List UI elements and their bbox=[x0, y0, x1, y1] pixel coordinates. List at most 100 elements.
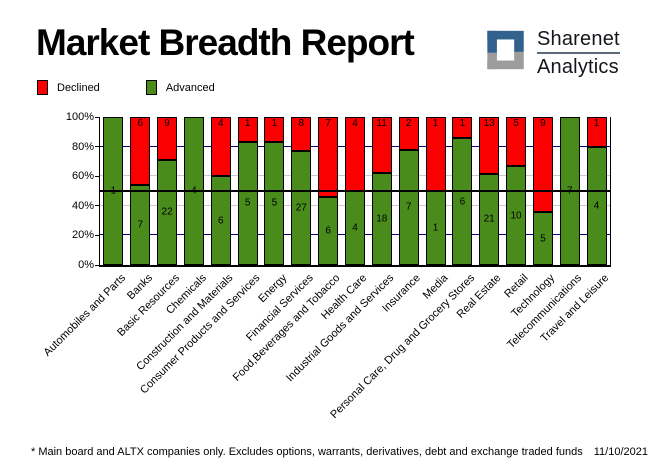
y-tick-label: 60% bbox=[71, 170, 94, 183]
advanced-value-label: 6 bbox=[325, 225, 331, 237]
advanced-legend-label: Advanced bbox=[165, 81, 215, 94]
bar-15: 13 21 bbox=[479, 117, 500, 265]
logo-text: Sharenet Analytics bbox=[537, 27, 620, 79]
plot-area: 1679224461515827764411182711161321510957… bbox=[95, 116, 611, 267]
advanced-value-label: 21 bbox=[483, 213, 495, 225]
declined-legend-label: Declined bbox=[57, 81, 100, 94]
y-tick-label: 80% bbox=[71, 140, 94, 153]
declined-value-label: 1 bbox=[432, 118, 439, 129]
declined-value-label: 9 bbox=[164, 118, 170, 129]
advanced-value-label: 5 bbox=[540, 233, 546, 245]
declined-value-label: 11 bbox=[376, 118, 387, 129]
y-tick-mark bbox=[95, 205, 99, 207]
bar-advanced-segment bbox=[586, 146, 607, 265]
x-axis-labels: Automobiles and Parts Banks Basic Resource… bbox=[41, 266, 611, 441]
bar-11: 11 18 bbox=[371, 117, 392, 265]
bar-slot: 9 22 bbox=[154, 117, 181, 265]
category-label: Automobiles and Parts bbox=[41, 272, 128, 359]
bar-declined-segment bbox=[586, 117, 607, 147]
bar-8: 8 27 bbox=[291, 117, 312, 265]
declined-swatch bbox=[37, 80, 48, 95]
declined-value-label: 7 bbox=[325, 118, 331, 129]
bar-declined-segment bbox=[371, 117, 392, 174]
bar-advanced-segment bbox=[210, 176, 231, 265]
y-tick-mark bbox=[95, 146, 99, 148]
advanced-value-label: 6 bbox=[217, 215, 224, 227]
declined-value-label: 2 bbox=[405, 118, 412, 129]
bar-declined-segment bbox=[291, 117, 312, 151]
declined-value-label: 4 bbox=[352, 118, 358, 129]
bar-advanced-segment bbox=[237, 141, 258, 265]
bar-slot: 13 21 bbox=[476, 117, 503, 265]
advanced-swatch bbox=[145, 80, 157, 95]
logo-brand-name: Sharenet bbox=[537, 27, 620, 54]
bar-declined-segment bbox=[264, 117, 285, 142]
bar-declined-segment bbox=[157, 117, 178, 160]
advanced-value-label: 5 bbox=[244, 197, 251, 209]
bar-slot: 8 27 bbox=[288, 117, 315, 265]
logo-brand-sub: Analytics bbox=[537, 56, 619, 78]
advanced-value-label: 4 bbox=[593, 200, 600, 212]
advanced-value-label: 7 bbox=[405, 201, 412, 213]
declined-value-label: 13 bbox=[483, 118, 495, 129]
footnote: * Main board and ALTX companies only. Ex… bbox=[31, 446, 583, 458]
bar-declined-segment bbox=[237, 117, 258, 142]
bar-advanced-segment bbox=[157, 159, 178, 265]
bar-advanced-segment bbox=[532, 212, 553, 265]
chart-legend: Declined Advanced bbox=[37, 80, 261, 95]
declined-value-label: 1 bbox=[593, 118, 600, 129]
bar-declined-segment bbox=[506, 117, 527, 167]
advanced-value-label: 1 bbox=[432, 222, 439, 234]
bar-advanced-segment bbox=[398, 149, 419, 265]
y-tick-mark bbox=[95, 234, 99, 236]
advanced-value-label: 22 bbox=[161, 206, 173, 218]
advanced-value-label: 4 bbox=[352, 222, 358, 234]
declined-value-label: 5 bbox=[513, 118, 519, 129]
bar-declined-segment bbox=[452, 117, 473, 139]
y-tick-mark bbox=[95, 116, 99, 118]
bar-declined-segment bbox=[479, 117, 500, 174]
bar-declined-segment bbox=[210, 117, 231, 177]
report-date: 11/10/2021 bbox=[593, 446, 648, 458]
bar-advanced-segment bbox=[291, 150, 312, 265]
bar-advanced-segment bbox=[318, 196, 339, 265]
y-tick-label: 40% bbox=[71, 199, 94, 212]
y-tick-label: 100% bbox=[65, 111, 94, 123]
advanced-value-label: 10 bbox=[510, 210, 522, 222]
declined-value-label: 4 bbox=[217, 118, 224, 129]
bar-advanced-segment bbox=[452, 138, 473, 265]
declined-value-label: 8 bbox=[298, 118, 305, 129]
bar-advanced-segment bbox=[371, 173, 392, 265]
bar-declined-segment bbox=[532, 117, 553, 213]
sharenet-logo-icon bbox=[487, 30, 524, 70]
bar-declined-segment bbox=[130, 117, 151, 186]
y-tick-mark bbox=[95, 175, 99, 177]
y-tick-label: 0% bbox=[78, 259, 94, 271]
y-tick-label: 20% bbox=[71, 229, 94, 242]
bar-advanced-segment bbox=[479, 173, 500, 265]
sharenet-logo: Sharenet Analytics bbox=[484, 27, 620, 79]
y-axis: 0% 20% 40% 60% 80% 100% bbox=[30, 111, 96, 271]
bar-declined-segment bbox=[398, 117, 419, 150]
declined-value-label: 1 bbox=[459, 118, 466, 129]
fifty-percent-line bbox=[100, 190, 610, 192]
